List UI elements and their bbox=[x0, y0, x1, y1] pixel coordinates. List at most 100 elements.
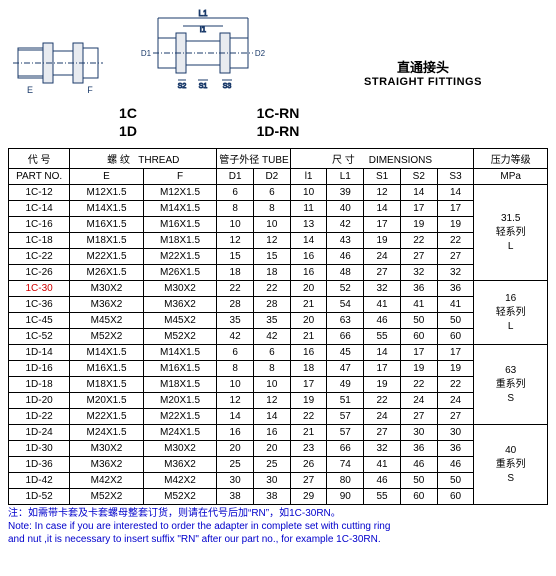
cell-S1: 19 bbox=[364, 377, 401, 393]
cell-S2: 60 bbox=[400, 329, 437, 345]
cell-F: M22X1.5 bbox=[143, 409, 217, 425]
cell-D2: 10 bbox=[253, 377, 290, 393]
cell-F: M52X2 bbox=[143, 489, 217, 505]
cell-pn: 1C-36 bbox=[9, 297, 70, 313]
svg-text:L1: L1 bbox=[199, 9, 208, 18]
cell-pn: 1D-24 bbox=[9, 425, 70, 441]
cell-pn: 1C-16 bbox=[9, 217, 70, 233]
cell-D2: 12 bbox=[253, 233, 290, 249]
cell-L1: 66 bbox=[327, 329, 364, 345]
cell-E: M14X1.5 bbox=[70, 201, 144, 217]
table-row: 1D-24M24X1.5M24X1.51616215727303040重系列S bbox=[9, 425, 548, 441]
cell-S3: 32 bbox=[437, 265, 474, 281]
table-row: 1D-36M36X2M36X225252674414646 bbox=[9, 457, 548, 473]
cell-S2: 46 bbox=[400, 457, 437, 473]
cell-S2: 36 bbox=[400, 441, 437, 457]
cell-L1: 51 bbox=[327, 393, 364, 409]
cell-l1: 16 bbox=[290, 265, 327, 281]
cell-L1: 63 bbox=[327, 313, 364, 329]
codes-right: 1C-RN 1D-RN bbox=[218, 104, 338, 140]
cell-S1: 14 bbox=[364, 201, 401, 217]
cell-l1: 23 bbox=[290, 441, 327, 457]
cell-D2: 28 bbox=[253, 297, 290, 313]
cell-D1: 8 bbox=[217, 201, 254, 217]
cell-l1: 27 bbox=[290, 473, 327, 489]
product-codes: 1C 1D 1C-RN 1D-RN bbox=[8, 104, 548, 140]
cell-pn: 1C-22 bbox=[9, 249, 70, 265]
cell-D1: 8 bbox=[217, 361, 254, 377]
cell-S2: 32 bbox=[400, 265, 437, 281]
cell-S3: 36 bbox=[437, 441, 474, 457]
table-row: 1C-22M22X1.5M22X1.515151646242727 bbox=[9, 249, 548, 265]
cell-S3: 50 bbox=[437, 313, 474, 329]
hdr-L1: L1 bbox=[327, 169, 364, 185]
cell-S3: 17 bbox=[437, 345, 474, 361]
cell-S3: 41 bbox=[437, 297, 474, 313]
cell-pn: 1C-30 bbox=[9, 281, 70, 297]
note-en2: and nut ,it is necessary to insert suffi… bbox=[8, 533, 548, 546]
label-E: E bbox=[27, 85, 33, 95]
svg-text:S1: S1 bbox=[199, 83, 208, 90]
cell-l1: 17 bbox=[290, 377, 327, 393]
code-1C-RN: 1C-RN bbox=[218, 104, 338, 122]
cell-L1: 40 bbox=[327, 201, 364, 217]
cell-S2: 19 bbox=[400, 217, 437, 233]
cell-E: M22X1.5 bbox=[70, 409, 144, 425]
table-row: 1C-18M18X1.5M18X1.512121443192222 bbox=[9, 233, 548, 249]
cell-F: M18X1.5 bbox=[143, 377, 217, 393]
cell-F: M36X2 bbox=[143, 457, 217, 473]
cell-D1: 30 bbox=[217, 473, 254, 489]
cell-S2: 36 bbox=[400, 281, 437, 297]
spec-table: 代 号 螺 纹 THREAD 管子外径 TUBE O.D. 尺 寸 DIMENS… bbox=[8, 148, 548, 505]
title-cn: 直通接头 bbox=[298, 57, 548, 76]
cell-S3: 19 bbox=[437, 217, 474, 233]
cell-D1: 12 bbox=[217, 233, 254, 249]
cell-pn: 1C-26 bbox=[9, 265, 70, 281]
cell-S2: 17 bbox=[400, 345, 437, 361]
cell-D1: 14 bbox=[217, 409, 254, 425]
cell-S1: 41 bbox=[364, 297, 401, 313]
diagram-left: E F bbox=[8, 28, 108, 98]
cell-l1: 22 bbox=[290, 409, 327, 425]
svg-text:D2: D2 bbox=[255, 49, 266, 58]
cell-pn: 1D-14 bbox=[9, 345, 70, 361]
hdr-D1: D1 bbox=[217, 169, 254, 185]
cell-S3: 46 bbox=[437, 457, 474, 473]
hdr-S3: S3 bbox=[437, 169, 474, 185]
cell-F: M18X1.5 bbox=[143, 233, 217, 249]
table-row: 1D-14M14X1.5M14X1.566164514171763重系列S bbox=[9, 345, 548, 361]
cell-S1: 12 bbox=[364, 185, 401, 201]
table-row: 1C-12M12X1.5M12X1.566103912141431.5轻系列L bbox=[9, 185, 548, 201]
cell-l1: 13 bbox=[290, 217, 327, 233]
cell-S3: 14 bbox=[437, 185, 474, 201]
title-en: STRAIGHT FITTINGS bbox=[298, 76, 548, 88]
cell-F: M16X1.5 bbox=[143, 361, 217, 377]
cell-L1: 80 bbox=[327, 473, 364, 489]
cell-S1: 19 bbox=[364, 233, 401, 249]
cell-pn: 1D-20 bbox=[9, 393, 70, 409]
code-1D-RN: 1D-RN bbox=[218, 122, 338, 140]
cell-E: M36X2 bbox=[70, 297, 144, 313]
svg-text:l1: l1 bbox=[200, 25, 207, 34]
cell-D2: 42 bbox=[253, 329, 290, 345]
pressure-cell: 63重系列S bbox=[474, 345, 548, 425]
cell-D2: 20 bbox=[253, 441, 290, 457]
cell-D1: 6 bbox=[217, 185, 254, 201]
cell-F: M14X1.5 bbox=[143, 345, 217, 361]
cell-S2: 14 bbox=[400, 185, 437, 201]
code-1D: 1D bbox=[68, 122, 188, 140]
cell-D1: 6 bbox=[217, 345, 254, 361]
cell-pn: 1D-18 bbox=[9, 377, 70, 393]
header-area: E F L1 l1 S2 S1 S3 D1 D2 bbox=[8, 8, 548, 98]
footnote: 注：如需带卡套及卡套螺母整套订货，则请在代号后加“RN”，如1C-30RN。 N… bbox=[8, 507, 548, 546]
cell-F: M12X1.5 bbox=[143, 185, 217, 201]
hdr-pressure-en: MPa bbox=[474, 169, 548, 185]
cell-S3: 60 bbox=[437, 329, 474, 345]
cell-pn: 1D-52 bbox=[9, 489, 70, 505]
table-row: 1D-52M52X2M52X238382990556060 bbox=[9, 489, 548, 505]
cell-S3: 24 bbox=[437, 393, 474, 409]
cell-L1: 48 bbox=[327, 265, 364, 281]
cell-E: M22X1.5 bbox=[70, 249, 144, 265]
cell-L1: 54 bbox=[327, 297, 364, 313]
cell-D2: 14 bbox=[253, 409, 290, 425]
